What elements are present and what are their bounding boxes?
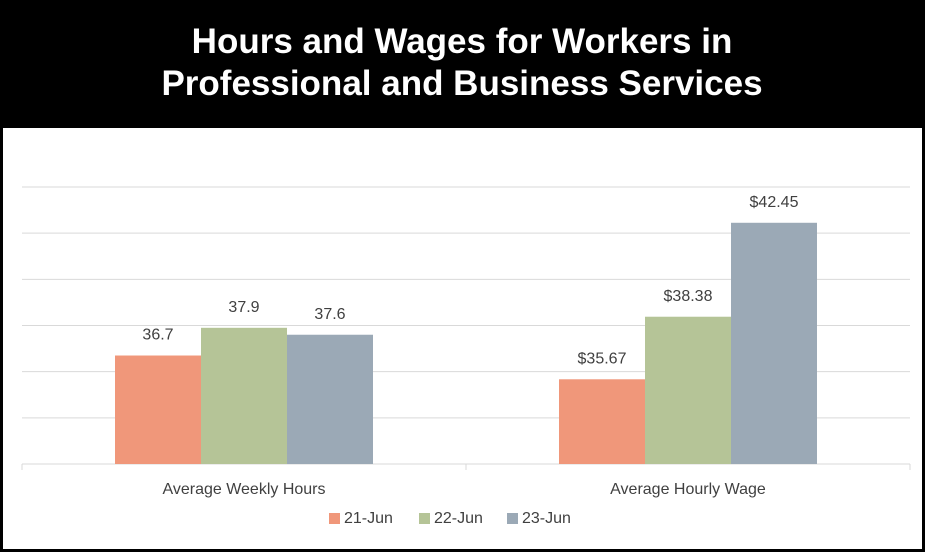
legend-swatch xyxy=(419,513,430,524)
legend-label: 22-Jun xyxy=(434,510,483,527)
data-label: $42.45 xyxy=(750,194,799,211)
data-label: $35.67 xyxy=(578,351,627,368)
bar xyxy=(645,316,731,464)
bar xyxy=(287,334,373,464)
legend-swatch xyxy=(507,513,518,524)
legend-label: 23-Jun xyxy=(522,510,571,527)
data-label: 37.6 xyxy=(314,306,345,323)
bar xyxy=(559,379,645,464)
bar xyxy=(115,355,201,464)
chart-title: Hours and Wages for Workers in Profession… xyxy=(161,22,762,103)
x-tick-label: Average Weekly Hours xyxy=(162,481,325,498)
data-label: 37.9 xyxy=(228,299,259,316)
legend-swatch xyxy=(329,513,340,524)
data-label: $38.38 xyxy=(664,288,713,305)
title-banner xyxy=(0,0,925,128)
data-label: 36.7 xyxy=(142,327,173,344)
bar xyxy=(201,327,287,464)
bar xyxy=(731,222,817,464)
legend-label: 21-Jun xyxy=(344,510,393,527)
x-tick-label: Average Hourly Wage xyxy=(610,481,766,498)
